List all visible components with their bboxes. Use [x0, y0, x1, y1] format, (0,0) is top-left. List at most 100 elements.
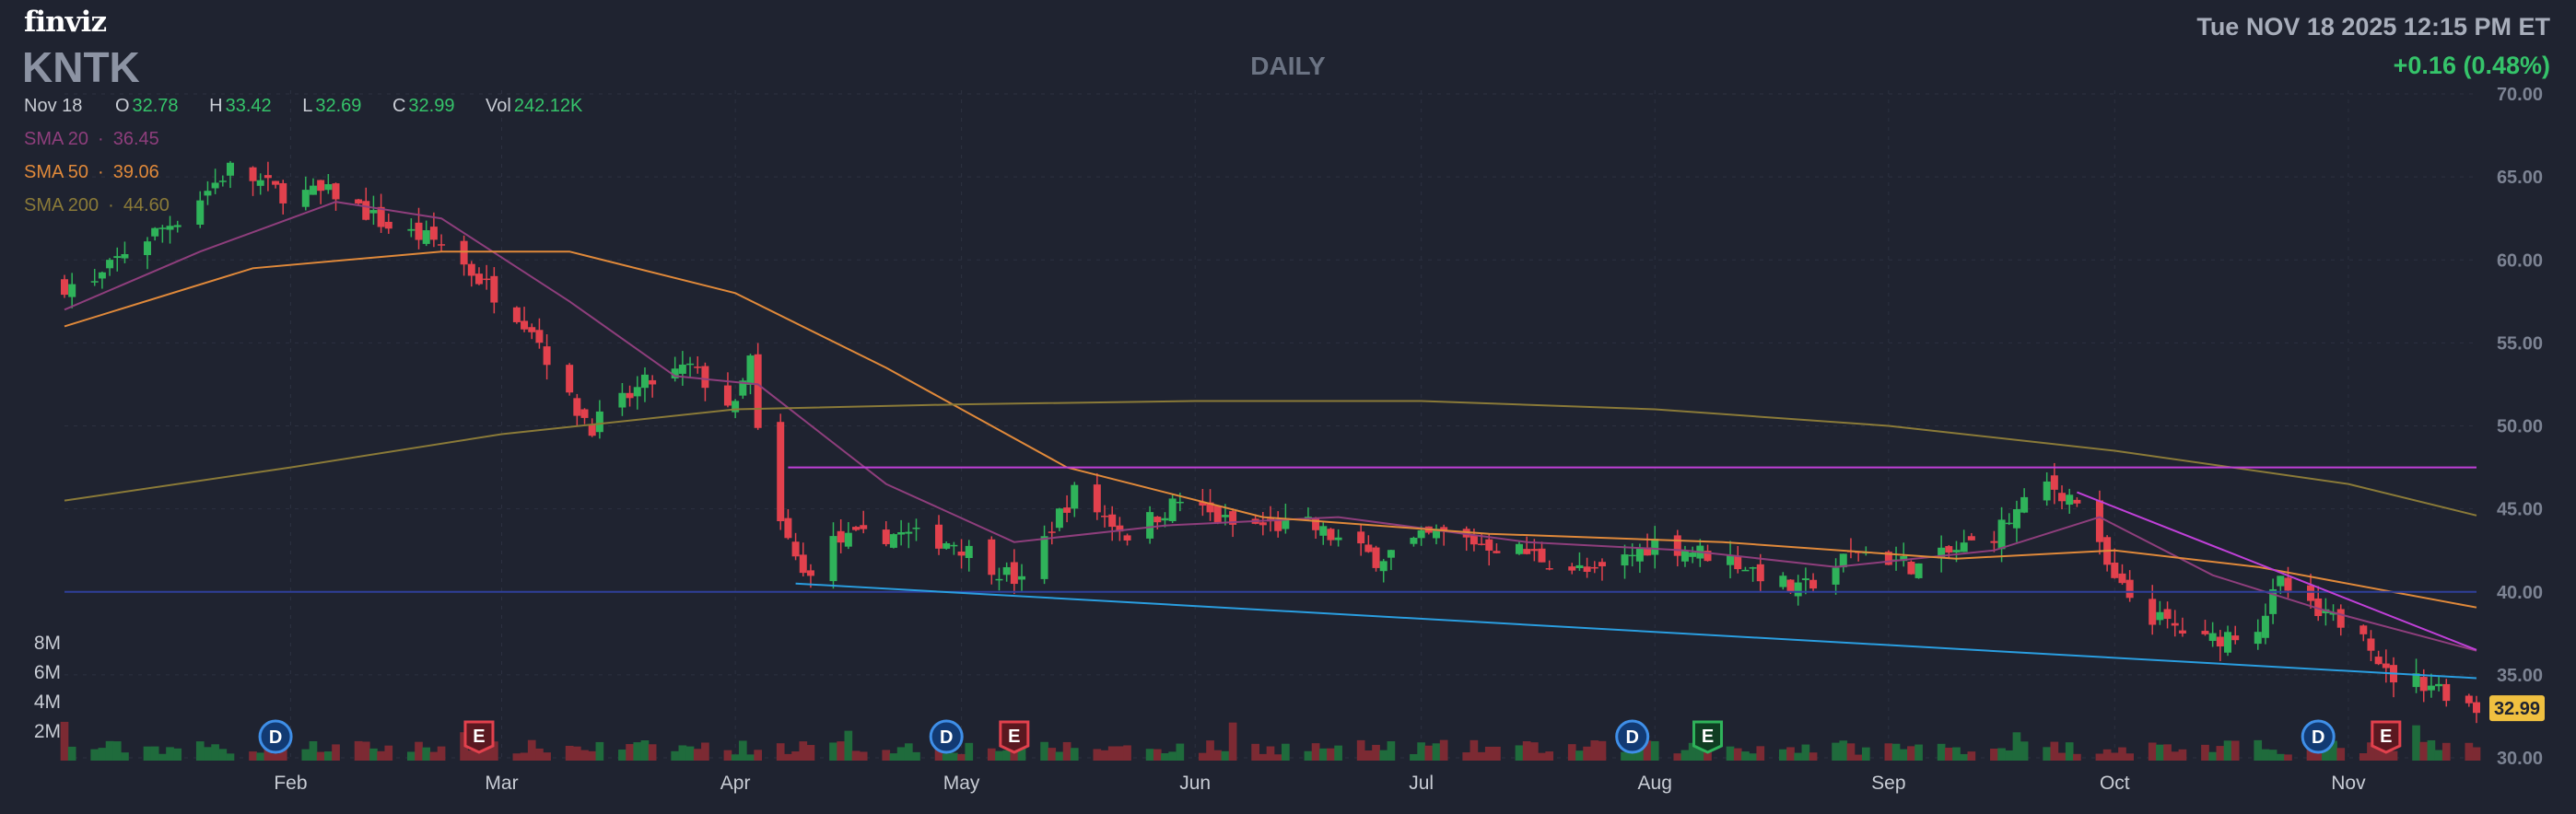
dividend-badge — [258, 719, 293, 754]
finviz-logo[interactable]: finviz — [24, 6, 107, 39]
volume-bar — [520, 752, 529, 761]
sma50-legend[interactable]: SMA 50 · 39.06 — [24, 162, 159, 182]
volume-bar — [904, 743, 913, 761]
volume-bar — [429, 751, 439, 761]
candle-body — [2111, 563, 2119, 578]
volume-bar — [806, 745, 815, 761]
volume-bar — [2336, 748, 2346, 761]
volume-bar — [851, 750, 861, 761]
volume-bar — [2050, 741, 2059, 761]
volume-bar — [1221, 750, 1230, 761]
volume-bar — [166, 747, 174, 761]
volume-bar — [1884, 743, 1893, 761]
candle-body — [1680, 550, 1689, 562]
candle-body — [113, 256, 122, 259]
volume-bar — [1228, 722, 1237, 761]
volume-bar — [799, 741, 808, 761]
x-tick-label: Mar — [485, 773, 518, 794]
volume-bar — [1304, 750, 1313, 761]
volume-bar — [2208, 751, 2218, 761]
y-tick-label: 45.00 — [2497, 500, 2543, 520]
volume-bar — [1786, 747, 1795, 761]
volume-bar — [211, 744, 219, 761]
candle-body — [671, 368, 679, 378]
candle-body — [1432, 529, 1440, 539]
candle-body — [166, 226, 174, 230]
volume-tick-label: 6M — [34, 662, 61, 683]
candle-body — [1945, 546, 1953, 553]
candle-body — [2412, 673, 2420, 688]
candle-body — [1440, 527, 1448, 532]
volume-bar — [105, 740, 114, 761]
volume-bar — [2223, 740, 2232, 761]
candle-body — [2269, 588, 2277, 614]
volume-bar — [754, 750, 763, 761]
candle-body — [618, 392, 626, 408]
volume-bar — [2073, 753, 2081, 761]
candle-body — [988, 539, 996, 576]
candle-body — [324, 184, 333, 191]
candle-body — [2005, 522, 2013, 525]
candle-body — [1704, 551, 1712, 562]
candle-body — [912, 528, 920, 529]
ticker-symbol: KNTK — [22, 43, 140, 91]
volume-bar — [1334, 745, 1342, 761]
candle-body — [1364, 544, 1373, 552]
volume-bar — [2216, 746, 2225, 761]
timeframe-label: DAILY — [1250, 52, 1326, 80]
candle-body — [2073, 499, 2081, 504]
candle-body — [1282, 517, 1290, 529]
volume-bar — [482, 740, 491, 761]
candle-body — [1116, 525, 1124, 532]
sma20-legend[interactable]: SMA 20 · 36.45 — [24, 129, 159, 149]
volume-bar — [323, 751, 333, 761]
candle-body — [1734, 556, 1742, 570]
candle-body — [1462, 529, 1470, 538]
candle-body — [2118, 573, 2126, 584]
sma200-legend[interactable]: SMA 200 · 44.60 — [24, 195, 170, 215]
volume-bar — [2389, 750, 2398, 761]
volume-bar — [309, 740, 318, 761]
volume-bar — [2171, 751, 2180, 761]
volume-bar — [1123, 745, 1131, 761]
volume-bar — [256, 752, 265, 761]
candle-body — [355, 199, 363, 204]
sma200-label: SMA 200 — [24, 195, 100, 215]
dividend-badge-label: D — [269, 727, 282, 748]
candle-body — [2050, 475, 2058, 490]
candle-body — [1108, 514, 1117, 528]
volume-tick-label: 2M — [34, 721, 61, 742]
volume-bar — [626, 744, 634, 761]
volume-bar — [1477, 751, 1486, 761]
volume-bar — [2322, 744, 2330, 761]
candle-body — [1206, 502, 1214, 513]
volume-bar — [1168, 751, 1177, 761]
candle-body — [1002, 566, 1011, 576]
candle-body — [686, 363, 695, 366]
volume-bar — [218, 749, 228, 761]
volume-bar — [1650, 740, 1659, 761]
volume-bar — [2043, 747, 2052, 761]
candle-body — [272, 180, 280, 185]
sma20-value: 36.45 — [112, 129, 159, 149]
volume-bar — [1680, 750, 1690, 761]
candle-body — [1907, 562, 1915, 575]
candle-body — [1410, 537, 1418, 544]
y-tick-label: 35.00 — [2497, 666, 2543, 686]
volume-bar — [1318, 748, 1328, 761]
volume-bar — [2012, 732, 2021, 761]
candle-body — [422, 230, 430, 244]
candle-body — [1379, 561, 1388, 572]
volume-bar — [1093, 749, 1102, 761]
candle-body — [844, 532, 852, 547]
candle-body — [263, 175, 272, 179]
dividend-badge — [1615, 719, 1650, 754]
y-tick-label: 40.00 — [2497, 583, 2543, 603]
volume-bar — [2268, 750, 2277, 761]
candle-body — [1334, 537, 1342, 541]
volume-bar — [723, 750, 732, 761]
candle-body — [1673, 535, 1681, 556]
volume-bar — [173, 748, 182, 761]
volume-bar — [67, 746, 76, 761]
